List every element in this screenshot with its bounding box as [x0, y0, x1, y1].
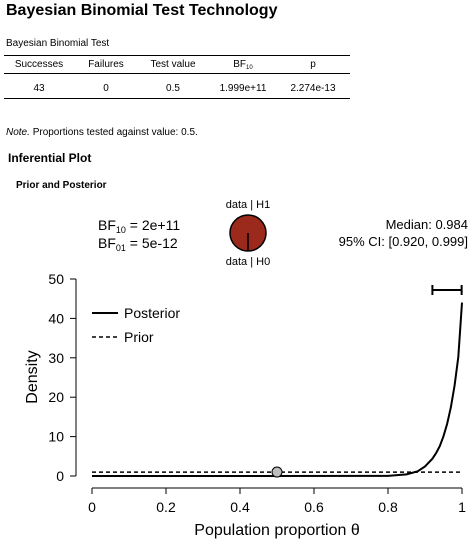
y-tick-label: 0 — [56, 468, 64, 484]
y-tick-label: 10 — [48, 429, 64, 445]
header-bf-sub: 10 — [246, 65, 253, 71]
note-text: Proportions tested against value: 0.5. — [32, 127, 198, 138]
pie-top-label: data | H1 — [226, 199, 270, 211]
pie-bottom-label: data | H0 — [226, 256, 270, 268]
y-tick-label: 50 — [48, 271, 64, 287]
y-tick-label: 30 — [48, 350, 64, 366]
legend-prior-label: Prior — [124, 329, 154, 345]
table-note: Note. Proportions tested against value: … — [6, 127, 198, 138]
y-axis-label: Density — [24, 350, 41, 403]
table-top-rule — [4, 55, 350, 56]
median-text: Median: 0.984 — [386, 217, 468, 232]
bf01-label: BF01 = 5e-12 — [98, 235, 178, 253]
x-tick-label: 0.2 — [156, 499, 176, 515]
cell-p: 2.274e-13 — [290, 83, 336, 94]
legend-posterior-label: Posterior — [124, 305, 180, 321]
bf10-label: BF10 = 2e+11 — [98, 217, 180, 235]
y-tick-label: 20 — [48, 389, 64, 405]
cell-bf10: 1.999e+11 — [219, 83, 267, 94]
header-p: p — [310, 59, 316, 70]
ci-text: 95% CI: [0.920, 0.999] — [339, 234, 468, 249]
cell-failures: 0 — [103, 83, 109, 94]
header-bf10: BF10 — [210, 59, 276, 71]
table-title: Bayesian Binomial Test — [6, 38, 110, 49]
x-axis-label: Population proportion θ — [194, 522, 360, 539]
credible-interval-bar — [431, 285, 463, 295]
note-label: Note. — [6, 127, 30, 138]
header-successes: Successes — [14, 59, 64, 70]
header-bf-main: BF — [233, 59, 247, 70]
header-test-value: Test value — [150, 59, 196, 70]
table-header-rule — [4, 73, 350, 74]
page-title: Bayesian Binomial Test Technology — [6, 2, 278, 19]
y-tick-label: 40 — [48, 310, 64, 326]
y-ticks: 0 10 20 30 40 50 — [48, 271, 76, 484]
x-tick-label: 0 — [88, 499, 96, 515]
x-ticks: 0 0.2 0.4 0.6 0.8 1 — [88, 488, 466, 515]
posterior-density-line — [91, 302, 463, 477]
x-tick-label: 0.8 — [378, 499, 398, 515]
test-value-point — [271, 466, 283, 478]
header-failures: Failures — [88, 59, 124, 70]
section-title: Inferential Plot — [8, 151, 92, 165]
x-tick-label: 0.6 — [304, 499, 324, 515]
cell-successes: 43 — [33, 83, 45, 94]
x-tick-label: 1 — [458, 499, 466, 515]
subsection-title: Prior and Posterior — [16, 180, 107, 191]
cell-test-value: 0.5 — [166, 83, 180, 94]
x-tick-label: 0.4 — [230, 499, 250, 515]
table-bottom-rule — [4, 98, 350, 99]
